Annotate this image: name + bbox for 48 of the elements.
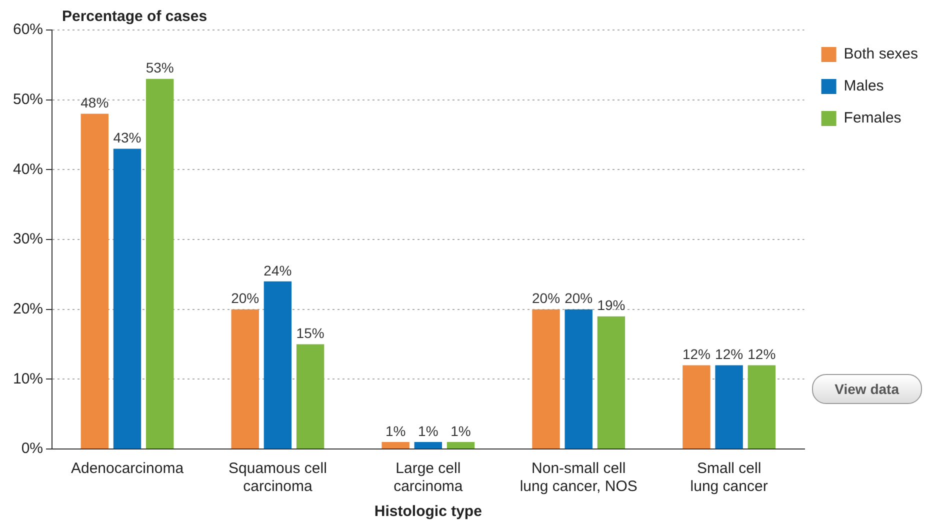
y-tick-label: 40%: [12, 160, 44, 178]
data-label: 12%: [682, 346, 710, 362]
x-tick-label: Non-small cell lung cancer, NOS: [520, 460, 638, 496]
y-tick-label: 60%: [12, 21, 44, 38]
y-tick-label: 10%: [12, 370, 44, 388]
legend-label: Females: [844, 110, 902, 127]
y-tick-label: 20%: [12, 300, 44, 318]
bar: [715, 365, 743, 448]
bar: [414, 442, 442, 448]
data-label: 20%: [532, 290, 560, 306]
bar: [296, 344, 324, 448]
data-label: 53%: [146, 60, 174, 76]
bar: [446, 442, 475, 448]
bar: [113, 148, 142, 448]
bar: [231, 309, 259, 448]
y-tick-label: 0%: [21, 440, 44, 458]
y-tick-label: 30%: [12, 230, 44, 248]
x-tick-label: Squamous cell carcinoma: [228, 460, 327, 496]
bar: [80, 114, 109, 448]
data-label: 24%: [264, 262, 292, 278]
data-label: 48%: [80, 94, 109, 111]
data-label: 12%: [748, 346, 776, 362]
data-label: 12%: [715, 346, 744, 362]
bar: [748, 365, 776, 448]
x-tick-label: Adenocarcinoma: [70, 460, 184, 478]
y-axis-title: Percentage of cases: [62, 8, 208, 25]
data-label: 43%: [113, 130, 142, 146]
data-label: 1%: [450, 422, 471, 439]
data-label: 1%: [418, 422, 438, 439]
bar: [682, 365, 710, 448]
legend-label: Males: [844, 78, 884, 95]
bar: [146, 78, 174, 448]
bar: [532, 309, 560, 448]
bar: [264, 281, 292, 448]
bar: [597, 316, 626, 448]
bar: [564, 309, 592, 448]
text: View data: [812, 374, 922, 404]
y-tick-label: 50%: [12, 90, 44, 108]
data-label: 19%: [597, 297, 626, 314]
bar: [382, 442, 410, 448]
data-label: 1%: [385, 422, 406, 439]
legend-label: Both sexes: [844, 46, 918, 63]
x-tick-label: Small cell lung cancer: [690, 460, 768, 496]
data-label: 20%: [231, 290, 260, 306]
x-tick-label: Large cell carcinoma: [394, 460, 464, 496]
x-axis-title: Histologic type: [374, 503, 482, 520]
data-label: 15%: [296, 325, 324, 342]
data-label: 20%: [564, 290, 593, 306]
